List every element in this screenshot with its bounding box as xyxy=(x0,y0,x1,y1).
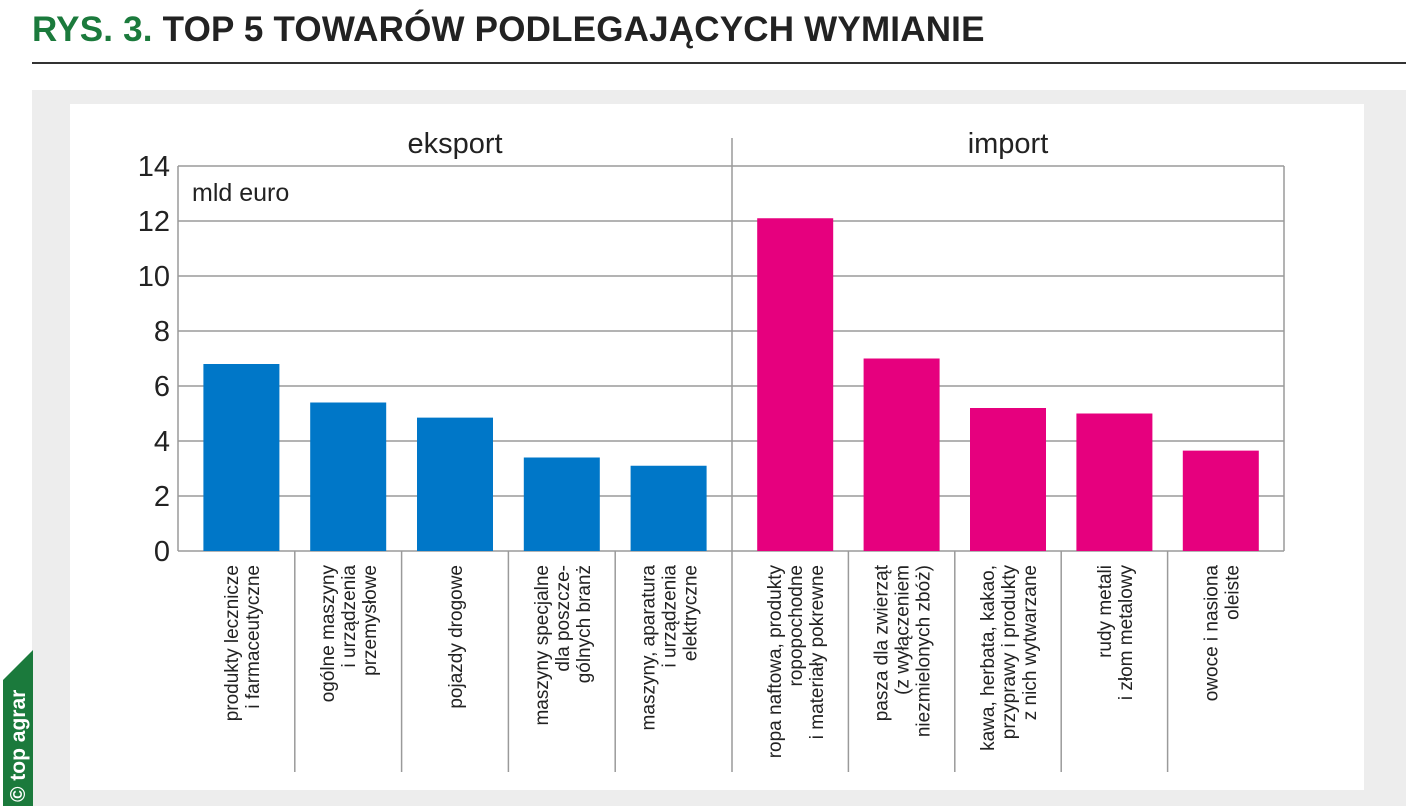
y-axis-unit: mld euro xyxy=(192,179,289,207)
category-label: i farmaceutyczne xyxy=(243,565,264,709)
category-label: maszyny, aparatura xyxy=(639,565,660,731)
category-label: i urządzenia xyxy=(339,565,360,668)
category-label: produkty lecznicze xyxy=(222,565,243,721)
category-label: niezmielonych zbóż) xyxy=(914,565,935,737)
y-tick-label: 4 xyxy=(154,426,170,458)
bar-eksport-2 xyxy=(417,417,493,551)
category-label: z nich wytwarzane xyxy=(1020,565,1041,720)
y-tick-label: 14 xyxy=(138,151,170,183)
category-label: (z wyłączeniem xyxy=(893,565,914,695)
category-label: rudy metali xyxy=(1095,565,1116,658)
category-label: przyprawy i produkty xyxy=(999,565,1020,740)
category-label: ropopochodne xyxy=(786,565,807,687)
group-label-eksport: eksport xyxy=(407,128,502,160)
bar-import-0 xyxy=(757,218,834,551)
svg-text:© top agrar: © top agrar xyxy=(7,690,30,802)
category-label: oleiste xyxy=(1222,565,1243,620)
bar-eksport-4 xyxy=(630,465,707,551)
y-tick-label: 0 xyxy=(154,536,170,568)
category-label: i urządzenia xyxy=(660,565,681,668)
category-label: maszyny specjalne xyxy=(532,565,553,726)
y-tick-label: 12 xyxy=(138,206,170,238)
title-rule xyxy=(32,62,1406,64)
bar-import-3 xyxy=(1076,413,1153,551)
category-label: pojazdy drogowe xyxy=(446,565,467,709)
y-tick-label: 10 xyxy=(138,261,170,293)
category-label: owoce i nasiona xyxy=(1201,565,1222,702)
bar-import-4 xyxy=(1182,450,1259,551)
bar-eksport-0 xyxy=(203,364,280,551)
figure-title-text: TOP 5 TOWARÓW PODLEGAJĄCYCH WYMIANIE xyxy=(162,10,985,49)
figure-title: RYS. 3. TOP 5 TOWARÓW PODLEGAJĄCYCH WYMI… xyxy=(32,10,985,50)
group-label-import: import xyxy=(968,128,1049,160)
bar-import-2 xyxy=(970,408,1046,551)
category-label: ropa naftowa, produkty xyxy=(765,565,786,759)
y-tick-label: 2 xyxy=(154,481,170,513)
bar-eksport-1 xyxy=(310,402,387,551)
y-tick-label: 6 xyxy=(154,371,170,403)
category-label: i materiały pokrewne xyxy=(807,565,828,739)
category-label: dla poszcze- xyxy=(553,565,574,672)
category-label: gólnych branż xyxy=(574,565,595,683)
top-agrar-logo: © top agrar xyxy=(3,650,33,806)
category-label: ogólne maszyny xyxy=(318,565,339,703)
category-label: pasza dla zwierząt xyxy=(872,564,893,721)
bar-import-1 xyxy=(863,358,940,551)
category-label: kawa, herbata, kakao, xyxy=(978,565,999,751)
bar-eksport-3 xyxy=(523,457,600,551)
y-tick-label: 8 xyxy=(154,316,170,348)
figure-number: RYS. 3. xyxy=(32,10,153,49)
category-label: i złom metalowy xyxy=(1116,565,1137,701)
category-label: elektryczne xyxy=(681,565,702,661)
category-label: przemysłowe xyxy=(360,565,381,676)
